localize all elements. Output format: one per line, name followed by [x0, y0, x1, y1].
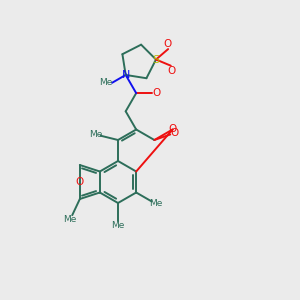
- Text: Me: Me: [99, 78, 113, 87]
- Text: Me: Me: [89, 130, 103, 139]
- Text: O: O: [163, 39, 172, 49]
- Text: N: N: [122, 70, 130, 80]
- Text: Me: Me: [63, 215, 77, 224]
- Text: S: S: [152, 55, 160, 64]
- Text: Me: Me: [111, 221, 125, 230]
- Text: O: O: [167, 66, 176, 76]
- Text: O: O: [76, 177, 84, 187]
- Text: Me: Me: [149, 200, 163, 208]
- Text: O: O: [153, 88, 161, 98]
- Text: O: O: [170, 128, 178, 138]
- Text: O: O: [168, 124, 177, 134]
